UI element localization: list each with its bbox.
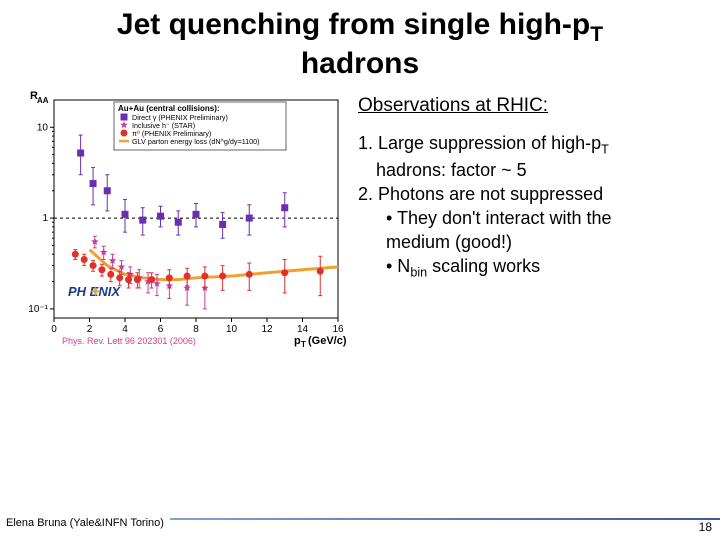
footer-bar <box>170 518 720 520</box>
bullet-1b: medium (good!) <box>358 232 702 254</box>
footer: Elena Bruna (Yale&INFN Torino) 18 <box>0 512 720 534</box>
point-2: 2. Photons are not suppressed <box>358 184 702 206</box>
svg-text:(GeV/c): (GeV/c) <box>308 335 347 347</box>
title-line1: Jet quenching from single high-p <box>117 8 590 41</box>
svg-text:10⁻¹: 10⁻¹ <box>28 304 48 315</box>
bullet-1: • They don't interact with the <box>358 208 702 230</box>
svg-text:0: 0 <box>51 324 57 335</box>
svg-text:4: 4 <box>122 324 128 335</box>
chart-svg: 10⁻¹1100246810121416RAApT(GeV/c)Au+Au (c… <box>18 90 350 348</box>
svg-text:16: 16 <box>332 324 344 335</box>
title-line2: hadrons <box>301 47 419 80</box>
svg-text:Au+Au (central collisions):: Au+Au (central collisions): <box>118 104 220 113</box>
observations-column: Observations at RHIC: 1. Large suppressi… <box>358 90 702 348</box>
svg-text:Phys. Rev. Lett 96 202301 (200: Phys. Rev. Lett 96 202301 (2006) <box>62 336 196 346</box>
svg-text:p: p <box>294 335 301 347</box>
svg-text:14: 14 <box>297 324 309 335</box>
point-1b: hadrons: factor ~ 5 <box>358 160 702 182</box>
svg-text:✦: ✦ <box>90 284 101 299</box>
observations-heading: Observations at RHIC: <box>358 94 702 117</box>
svg-text:T: T <box>301 340 306 348</box>
svg-text:2: 2 <box>87 324 93 335</box>
chart-column: 10⁻¹1100246810121416RAApT(GeV/c)Au+Au (c… <box>18 90 350 348</box>
svg-text:GLV parton energy loss (dN^g/d: GLV parton energy loss (dN^g/dy=1100) <box>132 137 260 146</box>
svg-text:1: 1 <box>42 213 48 224</box>
bullet-2: • Nbin scaling works <box>358 256 702 281</box>
slide-title: Jet quenching from single high-pT hadron… <box>0 0 720 86</box>
footer-author: Elena Bruna (Yale&INFN Torino) <box>0 517 164 529</box>
svg-text:8: 8 <box>193 324 199 335</box>
svg-text:10: 10 <box>226 324 238 335</box>
title-sub: T <box>590 23 603 46</box>
svg-text:AA: AA <box>37 96 49 105</box>
svg-text:6: 6 <box>158 324 164 335</box>
svg-text:12: 12 <box>261 324 273 335</box>
raa-chart: 10⁻¹1100246810121416RAApT(GeV/c)Au+Au (c… <box>18 90 350 348</box>
point-1a: 1. Large suppression of high-pT <box>358 133 702 158</box>
content-area: 10⁻¹1100246810121416RAApT(GeV/c)Au+Au (c… <box>0 86 720 348</box>
page-number: 18 <box>699 520 712 534</box>
svg-text:10: 10 <box>37 122 49 133</box>
